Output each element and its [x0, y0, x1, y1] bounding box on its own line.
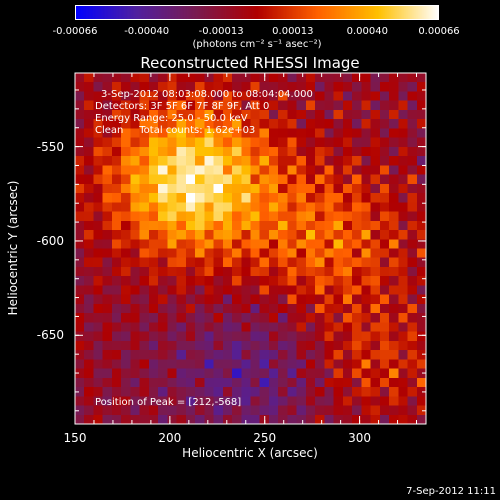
x-tick-label: 250: [253, 431, 277, 445]
annotation-peak: Position of Peak = [212,-568]: [95, 397, 242, 408]
colorbar: [75, 5, 439, 20]
colorbar-tick-label: -0.00066: [52, 26, 98, 37]
colorbar-tick-label: 0.00013: [272, 26, 314, 37]
annotation-energy: Energy Range: 25.0 - 50.0 keV: [95, 113, 248, 124]
colorbar-tick-label: 0.00040: [346, 26, 388, 37]
y-tick-label: -650: [36, 328, 64, 343]
colorbar-tick-label: 0.00066: [418, 26, 460, 37]
annotation-time: 3-Sep-2012 08:03:08.000 to 08:04:04.000: [101, 89, 313, 100]
annotation-detectors: Detectors: 3F 5F 6F 7F 8F 9F, Att 0: [95, 101, 270, 112]
x-tick-label: 200: [158, 431, 182, 445]
heatmap-image: [75, 73, 426, 424]
colorbar-unit: (photons cm⁻² s⁻¹ asec⁻²): [192, 39, 322, 50]
x-tick-label: 300: [348, 431, 372, 445]
colorbar-tick-label: -0.00013: [198, 26, 244, 37]
y-axis-label: Heliocentric Y (arcsec): [6, 180, 20, 316]
colorbar-frame: [75, 5, 439, 20]
colorbar-tick-label: -0.00040: [124, 26, 170, 37]
x-axis-label: Heliocentric X (arcsec): [182, 446, 318, 460]
annotation-method: Clean Total counts: 1.62e+03: [95, 125, 256, 136]
y-tick-label: -600: [36, 233, 64, 248]
chart-title: Reconstructed RHESSI Image: [140, 54, 360, 72]
y-tick-label: -550: [36, 139, 64, 154]
footer-timestamp: 7-Sep-2012 11:11: [406, 486, 496, 497]
plot-border: [74, 72, 427, 425]
x-tick-label: 150: [63, 431, 87, 445]
plot-area: [75, 73, 426, 424]
